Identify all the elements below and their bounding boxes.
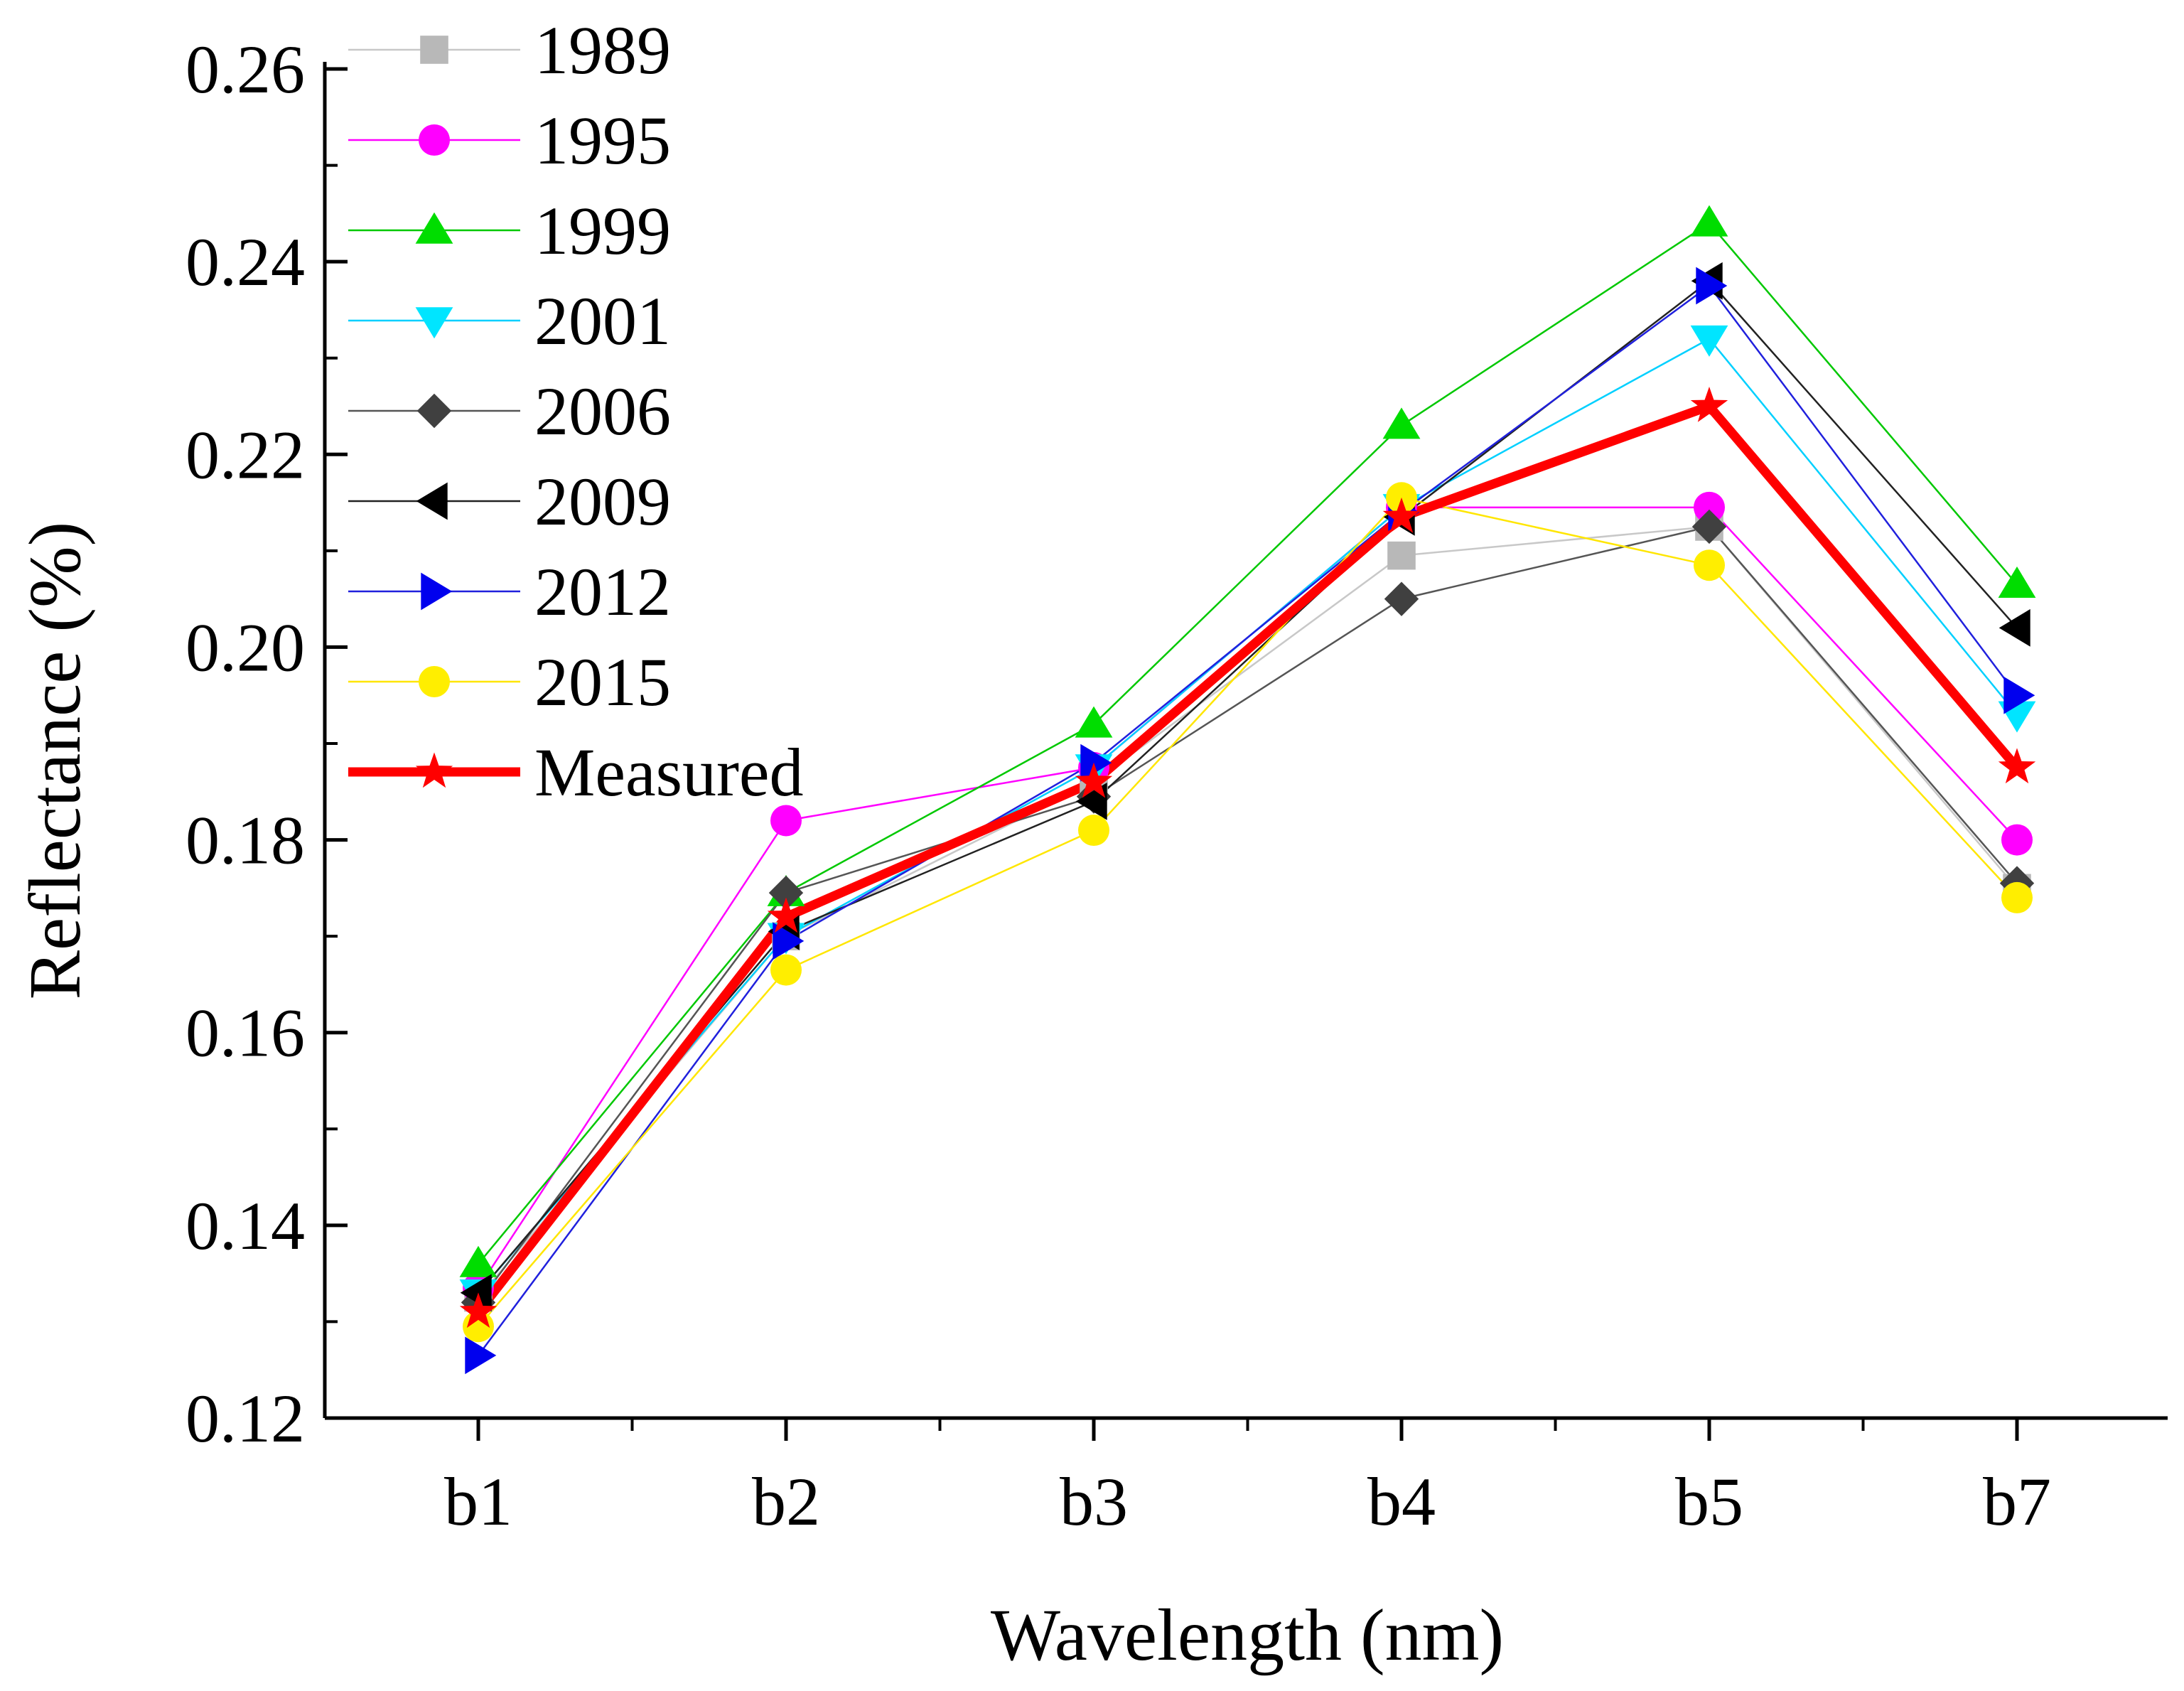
legend-marker-2009 — [416, 482, 448, 520]
point-2006-b4 — [1384, 581, 1419, 616]
y-tick-label: 0.20 — [185, 609, 305, 685]
point-2009-b1 — [460, 1274, 492, 1312]
series-line-measured — [474, 402, 2021, 1315]
y-tick-label: 0.24 — [185, 224, 305, 300]
legend-label-1999: 1999 — [534, 193, 671, 269]
point-2015-b2 — [770, 954, 802, 986]
x-tick-label: b7 — [1983, 1464, 2051, 1540]
legend-label-1989: 1989 — [534, 12, 671, 88]
y-tick-label: 0.22 — [185, 417, 305, 493]
y-tick-label: 0.26 — [185, 31, 305, 107]
point-measured-b7 — [1998, 748, 2036, 784]
legend-marker-2015 — [419, 666, 450, 697]
series-line-2012 — [477, 284, 2018, 1356]
legend-label-measured: Measured — [534, 734, 804, 810]
point-2012-b7 — [2003, 676, 2035, 714]
legend-label-1995: 1995 — [534, 102, 671, 178]
x-tick-label: b3 — [1060, 1464, 1128, 1540]
legend-marker-2001 — [415, 307, 453, 339]
series-markers — [459, 205, 2036, 1375]
point-2012-b1 — [465, 1336, 497, 1375]
point-2009-b7 — [1999, 608, 2030, 647]
series-line-2001 — [478, 338, 2018, 1294]
axes: 0.12 0.14 0.16 0.18 0.20 0.22 0.24 0.26 b1 b2 b3 b4… — [185, 31, 2168, 1540]
point-1995-b7 — [2001, 824, 2033, 856]
legend-label-2001: 2001 — [534, 283, 671, 359]
point-measured-b3 — [1075, 762, 1113, 798]
legend-marker-2012 — [421, 572, 453, 611]
y-tick-label: 0.14 — [185, 1188, 305, 1264]
point-1999-b1 — [459, 1245, 497, 1277]
legend-marker-2006 — [416, 393, 452, 429]
point-1999-b7 — [1998, 567, 2036, 598]
point-2006-b2 — [768, 875, 804, 911]
point-2012-b2 — [773, 922, 805, 960]
y-tick-label: 0.18 — [185, 802, 305, 879]
point-measured-b5 — [1690, 387, 1728, 422]
point-1995-b2 — [770, 805, 802, 837]
point-measured-b2 — [767, 897, 805, 933]
point-2015-b3 — [1078, 815, 1109, 847]
legend-label-2012: 2012 — [534, 554, 671, 630]
legend-label-2009: 2009 — [534, 463, 671, 539]
y-tick-label: 0.16 — [185, 995, 305, 1071]
legend-label-2015: 2015 — [534, 644, 671, 720]
y-tick-label: 0.12 — [185, 1380, 305, 1456]
point-1989-b4 — [1387, 541, 1416, 570]
legend-marker-1995 — [419, 124, 450, 156]
x-tick-label: b1 — [444, 1464, 512, 1540]
series-line-2009 — [478, 280, 2018, 1294]
x-tick-label: b2 — [752, 1464, 820, 1540]
legend-marker-1989 — [420, 36, 448, 64]
series-line-1995 — [477, 506, 2018, 1289]
point-measured-b4 — [1382, 497, 1421, 533]
series-line-1989 — [478, 525, 2018, 1299]
legend: 1989 1995 1999 2001 2006 2009 2012 2015 Measured — [348, 12, 804, 810]
point-1999-b5 — [1690, 205, 1728, 237]
series-line-1999 — [478, 222, 2018, 1265]
point-2006-b5 — [1691, 509, 1727, 544]
legend-marker-1999 — [415, 212, 453, 244]
point-2012-b3 — [1080, 743, 1112, 782]
point-1995-b5 — [1694, 491, 1725, 523]
point-measured-b1 — [459, 1292, 497, 1328]
x-tick-label: b5 — [1675, 1464, 1743, 1540]
point-1999-b3 — [1075, 706, 1113, 738]
point-2015-b7 — [2001, 881, 2033, 913]
series-line-2006 — [478, 525, 2018, 1304]
point-1999-b4 — [1382, 407, 1421, 439]
x-tick-label: b4 — [1367, 1464, 1436, 1540]
x-axis-label: Wavelength (nm) — [991, 1594, 1504, 1676]
point-2012-b5 — [1696, 267, 1728, 305]
legend-label-2006: 2006 — [534, 373, 671, 449]
point-2001-b5 — [1690, 325, 1728, 357]
y-axis-label: Reflectance (%) — [14, 522, 96, 1000]
series-line-2015 — [478, 497, 2018, 1328]
legend-marker-measured — [415, 752, 453, 788]
point-2015-b5 — [1694, 549, 1725, 581]
series-lines — [474, 222, 2021, 1356]
